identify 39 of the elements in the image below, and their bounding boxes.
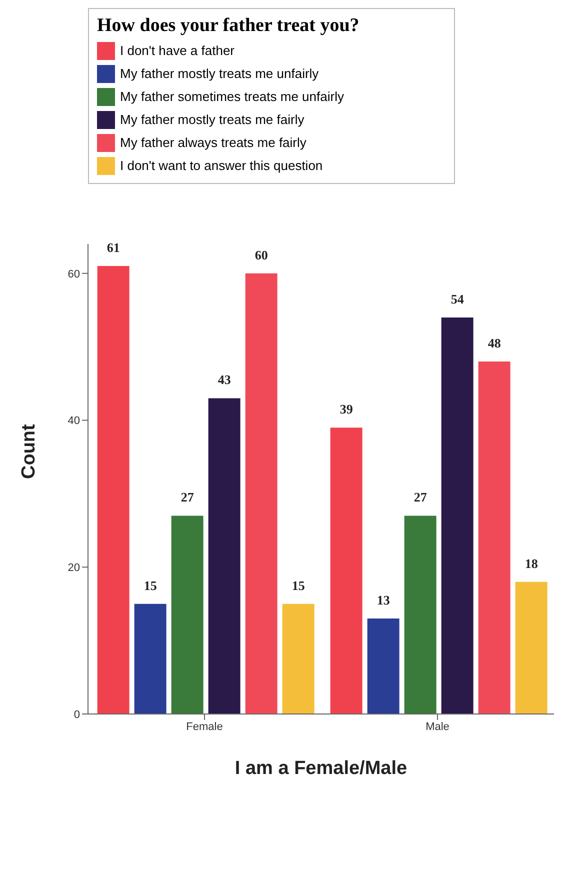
data-label: 15 [144,578,158,593]
bar [404,516,436,714]
y-axis-title: Count [18,423,40,479]
data-label: 27 [414,490,428,505]
data-label: 15 [292,578,306,593]
bar [441,317,474,714]
y-tick-label: 20 [68,562,80,574]
data-label: 13 [376,592,390,608]
legend-label: I don't have a father [120,43,235,58]
bar [97,266,130,714]
bar [208,398,240,714]
data-label: 54 [450,291,464,306]
bar [171,516,204,714]
y-tick-label: 40 [68,415,80,428]
data-label: 60 [254,247,268,262]
bar [330,428,362,714]
legend-label: My father sometimes treats me unfairly [120,89,344,104]
y-tick-label: 60 [68,268,80,280]
bar [245,273,278,714]
x-axis-title: I am a Female/Male [234,758,408,779]
data-label: 43 [218,372,232,388]
bar [367,618,400,714]
legend-label: My father mostly treats me fairly [120,112,304,127]
data-label: 27 [180,490,194,505]
x-tick-label: Female [186,720,223,733]
legend-label: My father mostly treats me unfairly [120,66,319,81]
bar [282,604,314,714]
legend-label: My father always treats me fairly [120,135,306,150]
legend-title: How does your father treat you? [97,15,360,37]
data-label: 61 [106,240,120,256]
x-tick-label: Male [426,720,450,733]
data-label: 18 [524,556,538,571]
legend-label: I don't want to answer this question [120,158,323,173]
bar [134,604,166,714]
data-label: 48 [488,336,502,350]
bar [515,582,548,714]
bar [478,362,510,714]
data-label: 39 [340,402,354,417]
y-tick-label: 0 [74,708,80,721]
